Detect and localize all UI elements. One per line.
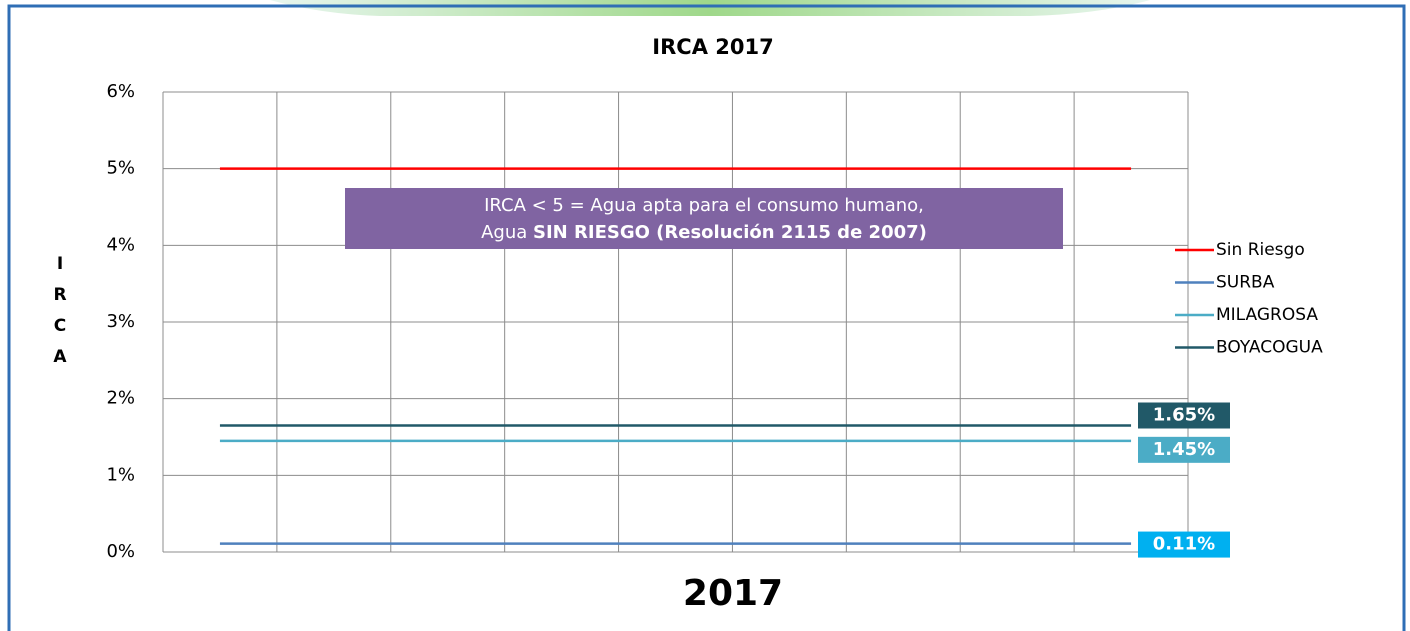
- data-label-box: [1138, 402, 1230, 429]
- annotation: Agua SIN RIESGO (Resolución 2115 de 2007…: [481, 222, 927, 243]
- y-tick-label: 4%: [106, 234, 135, 255]
- legend-label: BOYACOGUA: [1216, 338, 1323, 358]
- annotation-box: [345, 188, 1063, 249]
- data-label: 1.45%: [1153, 439, 1215, 460]
- chart-title: IRCA 2017: [652, 35, 773, 59]
- y-tick-label: 5%: [106, 158, 135, 179]
- y-axis-title: IRCA: [50, 254, 70, 378]
- legend-label: Sin Riesgo: [1216, 240, 1305, 260]
- x-axis-title: 2017: [683, 573, 783, 614]
- annotation: IRCA < 5 = Agua apta para el consumo hum…: [484, 195, 924, 216]
- y-tick-label: 1%: [106, 464, 135, 485]
- y-tick-label: 3%: [106, 311, 135, 332]
- y-tick-label: 2%: [106, 388, 135, 409]
- data-label-box: [1138, 436, 1230, 463]
- frame: [7, 4, 1406, 631]
- legend-label: MILAGROSA: [1216, 305, 1318, 325]
- annotation-part: SIN RIESGO (Resolución 2115 de 2007): [533, 222, 927, 243]
- data-label-box: [1138, 531, 1230, 558]
- y-tick-label: 0%: [106, 541, 135, 562]
- legend-label: SURBA: [1216, 273, 1275, 293]
- data-label: 0.11%: [1153, 534, 1215, 555]
- y-tick-label: 6%: [106, 81, 135, 102]
- data-label: 1.65%: [1153, 405, 1215, 426]
- header-tab: [270, 0, 1150, 16]
- annotation-part: Agua: [481, 222, 533, 243]
